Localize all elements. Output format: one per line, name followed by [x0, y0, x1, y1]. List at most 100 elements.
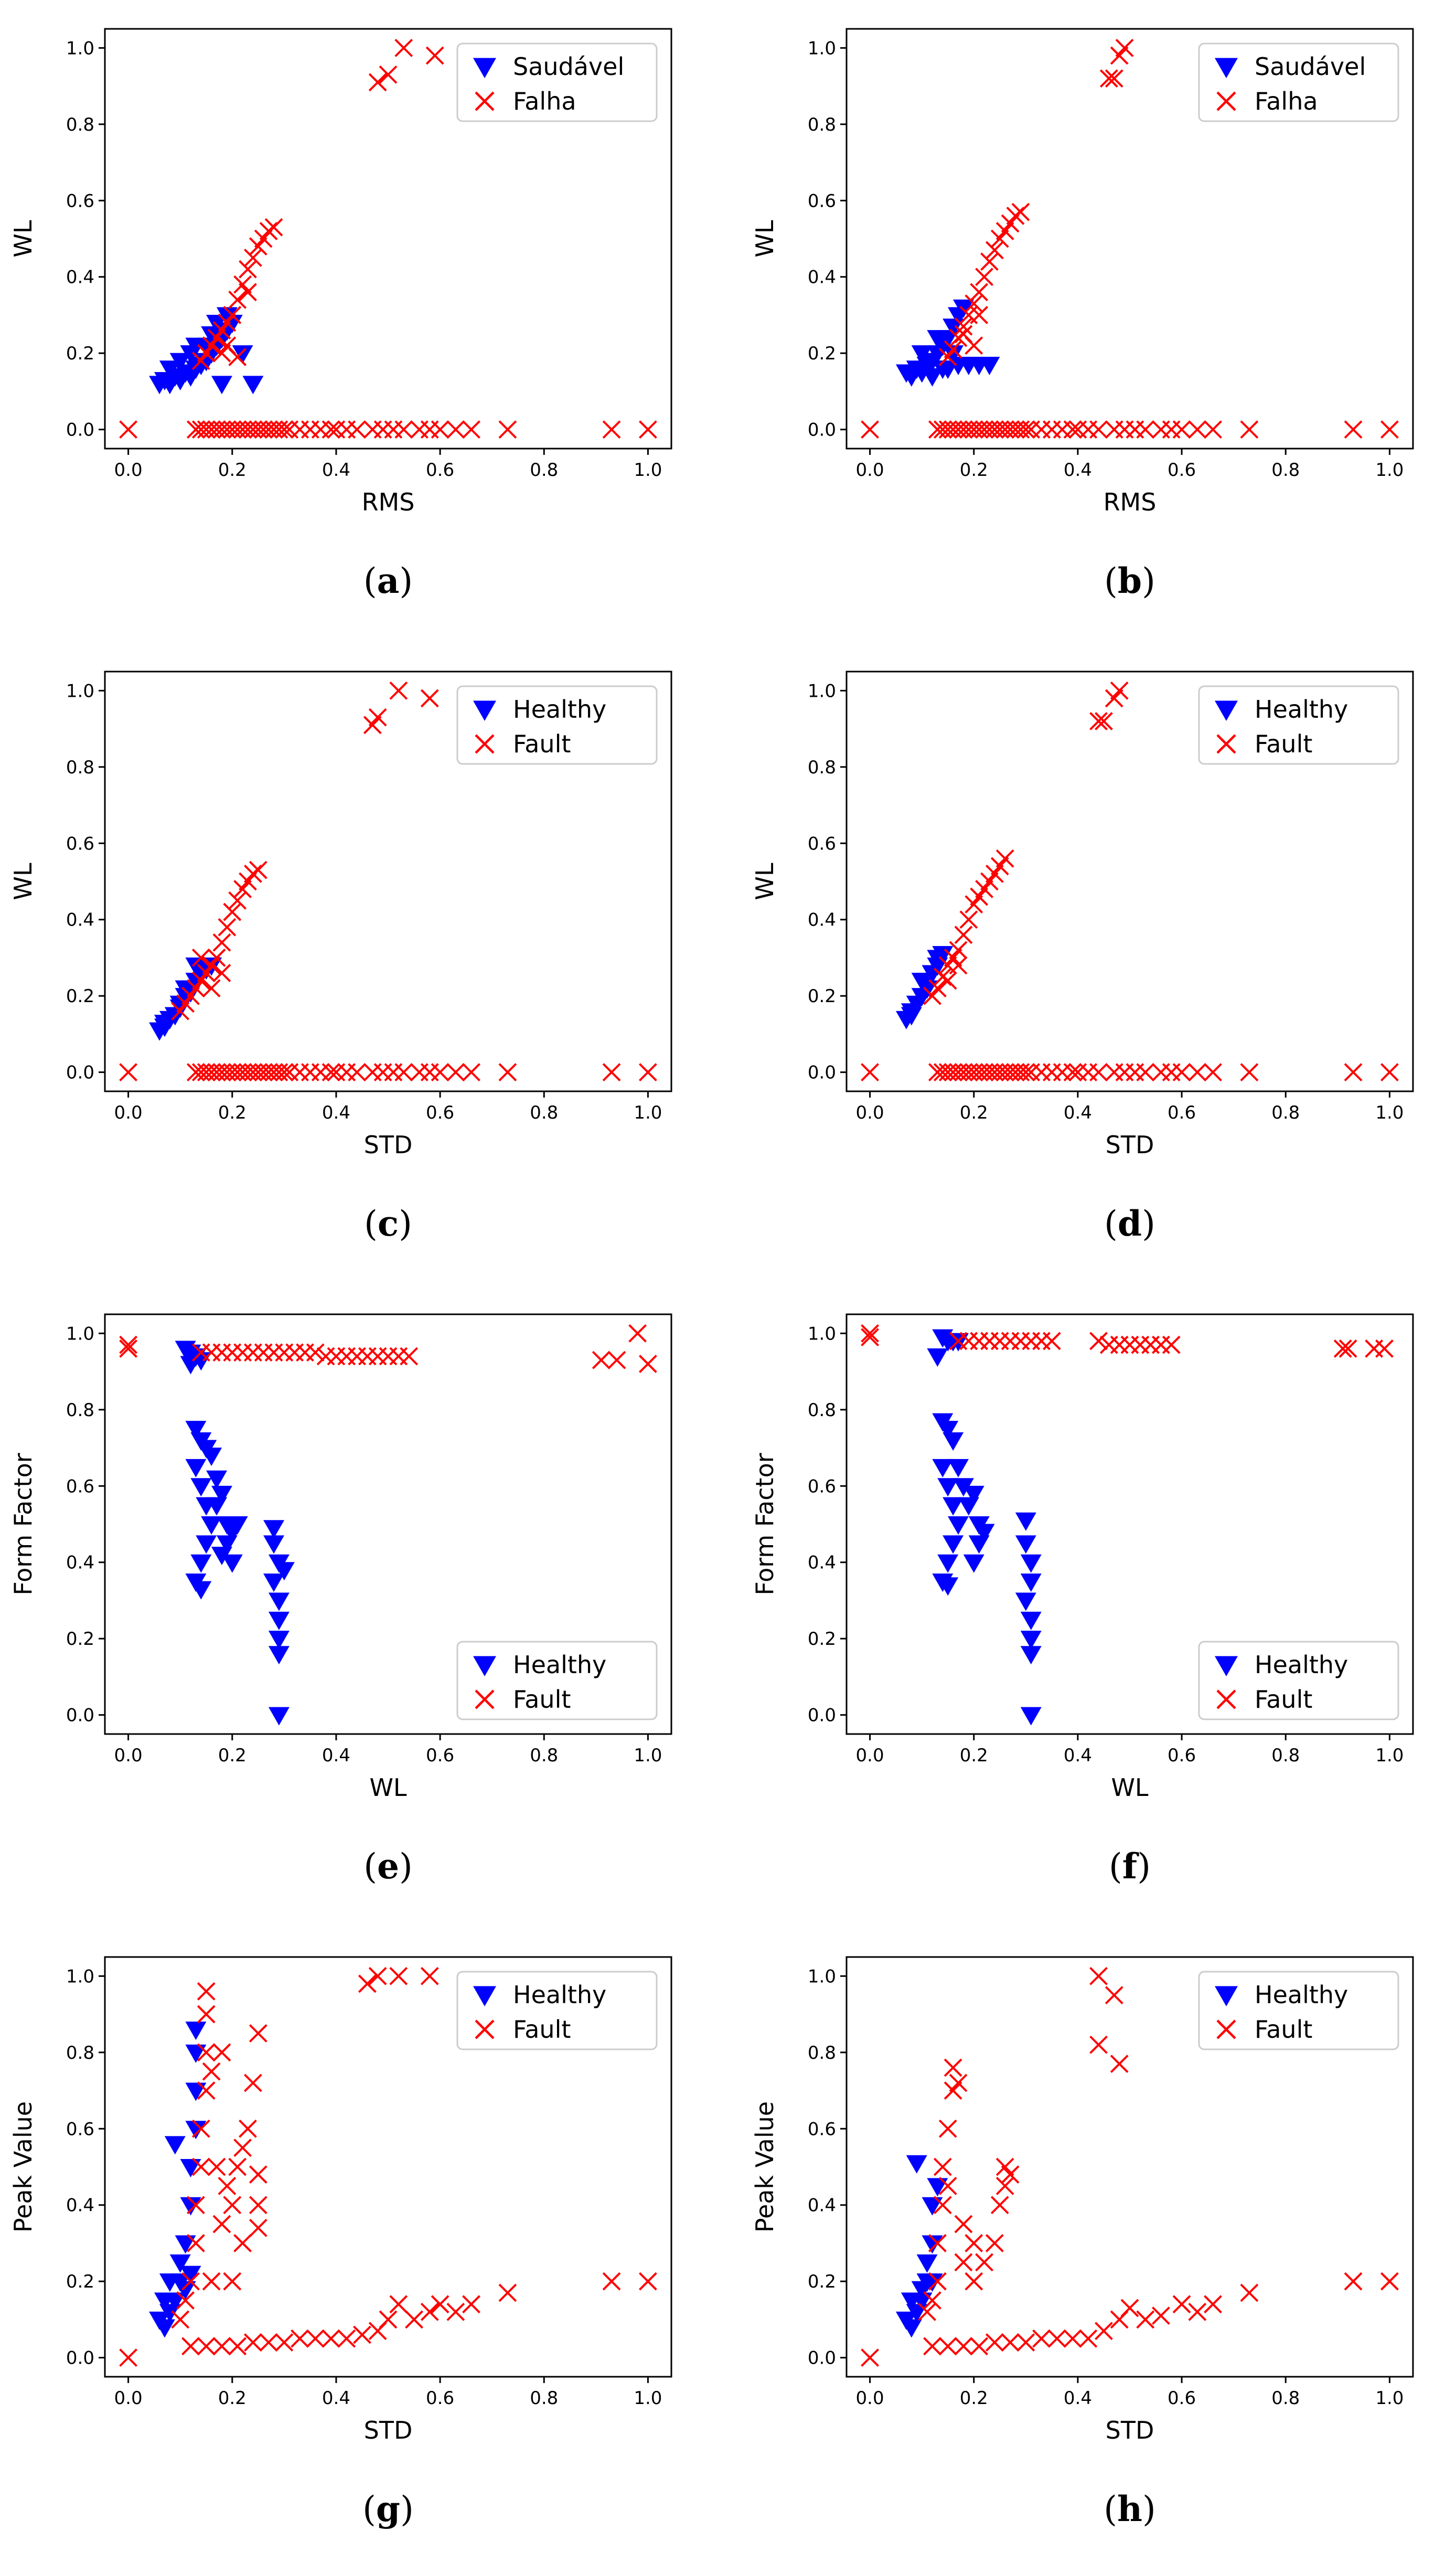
panel-caption: (c) — [364, 1203, 412, 1244]
fault-point — [965, 2234, 983, 2252]
healthy-point — [1015, 1512, 1036, 1531]
fault-point — [861, 420, 880, 439]
x-tick-label: 1.0 — [634, 1745, 662, 1766]
healthy-point — [154, 2292, 175, 2311]
healthy-point — [175, 2235, 196, 2254]
y-tick-label: 0.6 — [808, 833, 836, 854]
fault-point — [197, 2005, 216, 2024]
healthy-point — [927, 1348, 948, 1367]
y-tick-label: 0.8 — [808, 1400, 836, 1421]
fault-point — [985, 865, 1004, 883]
y-tick-label: 0.0 — [66, 1705, 94, 1726]
y-tick-label: 0.6 — [808, 190, 836, 211]
fault-point — [176, 994, 195, 1013]
y-tick-label: 0.8 — [66, 2043, 94, 2064]
fault-point — [938, 2176, 957, 2195]
legend: Healthy Fault — [1198, 685, 1399, 765]
healthy-point — [948, 1516, 969, 1535]
healthy-point — [164, 2136, 186, 2155]
legend-label: Fault — [513, 2015, 571, 2044]
fault-point — [918, 2302, 936, 2321]
x-tick-label: 0.4 — [1064, 1745, 1092, 1766]
x-tick-label: 0.8 — [530, 2388, 558, 2409]
fault-point — [425, 46, 444, 65]
fault-point — [1095, 2322, 1113, 2341]
fault-point — [239, 2119, 257, 2138]
x-tick-label: 0.2 — [218, 2388, 247, 2409]
healthy-point — [180, 2159, 201, 2177]
axes-frame — [845, 1956, 1414, 2378]
fault-point — [498, 1063, 517, 1082]
fault-point — [389, 681, 408, 700]
healthy-point — [1015, 1592, 1036, 1611]
fault-point — [995, 2176, 1014, 2195]
healthy-point — [206, 1470, 228, 1489]
fault-point — [1172, 420, 1191, 439]
healthy-point — [937, 1478, 959, 1497]
panel-caption: (d) — [1104, 1203, 1155, 1244]
fault-point — [243, 2073, 262, 2092]
fault-point — [191, 949, 210, 967]
x-tick-label: 0.0 — [856, 1745, 884, 1766]
fault-point — [954, 2253, 973, 2272]
fault-point — [607, 1350, 626, 1369]
fault-point — [602, 420, 621, 439]
y-axis-label: Form Factor — [9, 1453, 37, 1595]
chart-panel-f: 0.0 0.2 0.4 0.6 0.8 1.0 0.0 0.2 0.4 0.6 0.8 1.0 WL Fo… — [751, 1313, 1414, 1887]
x-axis-label: STD — [1106, 2416, 1154, 2444]
legend-box — [1198, 1641, 1399, 1720]
healthy-point — [216, 307, 238, 326]
legend-label: Healthy — [513, 1651, 606, 1679]
fault-point — [498, 2283, 517, 2302]
healthy-point — [952, 1478, 974, 1497]
legend-label: Falha — [513, 87, 576, 115]
legend: Healthy Fault — [456, 1641, 658, 1720]
fault-point — [462, 1063, 480, 1082]
fault-point — [995, 222, 1014, 240]
x-tick-label: 0.6 — [426, 460, 454, 481]
healthy-point — [268, 1611, 290, 1630]
fault-point — [212, 2215, 231, 2234]
fault-point — [358, 1974, 377, 1993]
y-tick-label: 0.2 — [66, 2271, 94, 2292]
data-points — [119, 1966, 657, 2367]
healthy-point — [1020, 1554, 1042, 1573]
fault-point — [1079, 2329, 1098, 2348]
fault-point — [239, 283, 257, 302]
fault-point — [965, 2272, 983, 2291]
fault-point — [228, 2337, 247, 2356]
fault-point — [638, 1355, 657, 1373]
fault-point — [1063, 1063, 1082, 1082]
healthy-point — [1020, 1573, 1042, 1592]
healthy-point — [963, 1485, 984, 1504]
axes-frame — [104, 671, 672, 1092]
x-tick-label: 0.4 — [322, 460, 350, 481]
healthy-point — [922, 2273, 943, 2292]
y-tick-label: 0.8 — [808, 757, 836, 778]
healthy-point — [185, 2121, 207, 2140]
fault-point — [1204, 420, 1222, 439]
legend-marker-healthy — [473, 1656, 496, 1676]
healthy-point — [232, 345, 253, 364]
y-tick-label: 0.0 — [66, 2348, 94, 2369]
y-tick-label: 0.8 — [808, 2043, 836, 2064]
healthy-point — [211, 1485, 232, 1504]
healthy-point — [937, 1421, 959, 1440]
fault-point — [949, 956, 968, 975]
legend-marker-healthy — [473, 700, 496, 721]
healthy-point — [185, 1459, 207, 1477]
fault-point — [1089, 712, 1108, 730]
y-tick-label: 1.0 — [808, 680, 836, 701]
y-tick-label: 0.2 — [808, 986, 836, 1007]
healthy-point — [175, 2281, 196, 2300]
healthy-point — [911, 973, 933, 992]
x-tick-label: 0.2 — [960, 1745, 988, 1766]
fault-point — [446, 420, 465, 439]
fault-point — [379, 2310, 398, 2329]
x-tick-label: 0.4 — [1064, 460, 1092, 481]
legend-marker-healthy — [473, 58, 496, 78]
fault-point — [1375, 1339, 1394, 1358]
fault-point — [944, 949, 962, 967]
fault-point — [970, 283, 989, 302]
x-tick-label: 1.0 — [1375, 1745, 1404, 1766]
